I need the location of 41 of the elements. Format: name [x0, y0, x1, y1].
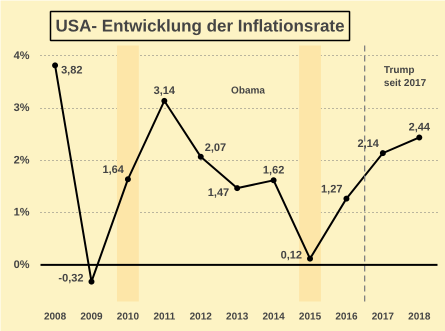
x-tick-label: 2013	[226, 312, 249, 322]
point	[380, 150, 386, 156]
x-tick-label: 2009	[80, 312, 104, 322]
data-label: 3,14	[154, 84, 176, 97]
x-tick-label: 2010	[116, 312, 140, 322]
point	[307, 256, 314, 262]
x-tick-label: 2017	[372, 312, 394, 322]
data-label: 3,82	[61, 64, 82, 76]
point	[124, 176, 131, 182]
data-label: 2,07	[204, 142, 226, 154]
point	[416, 134, 422, 140]
data-label: 1,47	[208, 187, 230, 200]
point	[198, 154, 204, 160]
chart-title: USA- Entwicklung der Inflationsrate	[56, 16, 345, 36]
annotation: Obama	[231, 86, 266, 97]
y-tick-label: 3%	[14, 102, 30, 114]
annotation: Trump seit 2017	[384, 64, 427, 90]
x-tick-label: 2012	[190, 312, 212, 322]
data-label: 1,27	[321, 184, 342, 196]
point	[161, 98, 168, 104]
point	[234, 185, 240, 192]
point	[88, 278, 94, 285]
x-tick-label: 2018	[408, 312, 431, 322]
data-label: 2,44	[408, 121, 431, 134]
point	[270, 177, 277, 184]
y-tick-label: 0%	[14, 258, 30, 271]
data-label: 1,64	[102, 164, 125, 176]
data-label: 0,12	[280, 250, 302, 262]
x-tick-label: 2015	[298, 312, 322, 322]
data-label: -0,32	[58, 272, 84, 285]
x-tick-label: 2016	[335, 312, 358, 322]
data-label: 1,62	[262, 164, 284, 176]
x-tick-label: 2014	[262, 312, 286, 322]
data-label: 2,14	[357, 138, 380, 150]
y-tick-label: 4%	[14, 50, 30, 62]
x-tick-label: 2008	[44, 312, 67, 322]
y-tick-label: 2%	[14, 154, 30, 166]
point	[343, 196, 350, 202]
x-tick-label: 2011	[153, 312, 176, 322]
point	[52, 62, 58, 68]
y-tick-label: 1%	[14, 206, 30, 219]
